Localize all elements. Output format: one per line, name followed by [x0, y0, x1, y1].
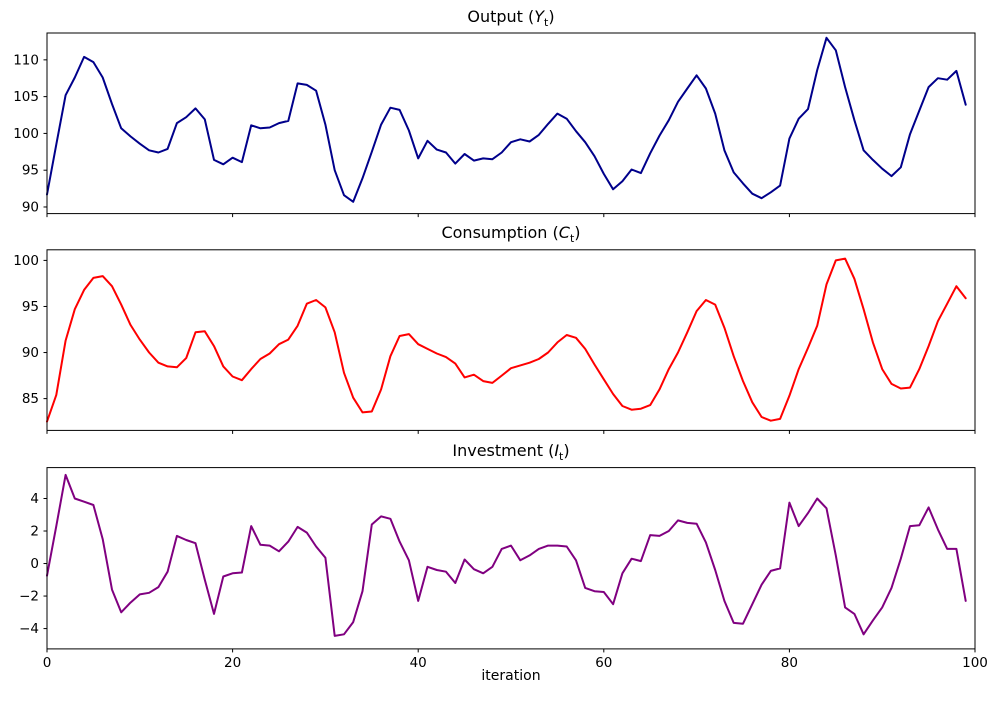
- output-y-tick-label: 105: [13, 89, 39, 105]
- x-tick-label: 40: [410, 655, 427, 671]
- output-plot-border: [46, 32, 976, 215]
- investment-title: Investment (It): [452, 441, 570, 464]
- x-tick-label: 80: [781, 655, 798, 671]
- x-tick-label: 60: [595, 655, 612, 671]
- consumption-plot-border: [46, 249, 976, 431]
- investment-line: [46, 473, 967, 637]
- output-line: [46, 36, 967, 203]
- x-tick-label: 0: [43, 655, 52, 671]
- consumption-y-tick-label: 90: [22, 345, 39, 361]
- output-y-tick-label: 100: [13, 126, 39, 142]
- consumption-y-tick-label: 85: [22, 391, 39, 407]
- x-tick-label: 20: [224, 655, 241, 671]
- investment-y-tick-label: 0: [30, 556, 39, 572]
- investment-plot-border: [46, 467, 976, 650]
- investment-y-tick-label: 4: [30, 491, 39, 507]
- consumption-y-tick-label: 100: [13, 253, 39, 269]
- x-tick-label: 100: [962, 655, 988, 671]
- investment-y-tick-label: 2: [30, 524, 39, 540]
- investment-y-tick-label: −2: [19, 589, 39, 605]
- output-y-tick-label: 90: [22, 199, 39, 215]
- output-y-tick-label: 95: [22, 163, 39, 179]
- output-y-tick-label: 110: [13, 52, 39, 68]
- x-axis-label: iteration: [481, 668, 541, 684]
- consumption-y-tick-label: 95: [22, 299, 39, 315]
- consumption-line: [46, 257, 967, 423]
- investment-y-tick-label: −4: [19, 621, 39, 637]
- output-title: Output (Yt): [467, 7, 555, 30]
- consumption-title: Consumption (Ct): [441, 223, 581, 246]
